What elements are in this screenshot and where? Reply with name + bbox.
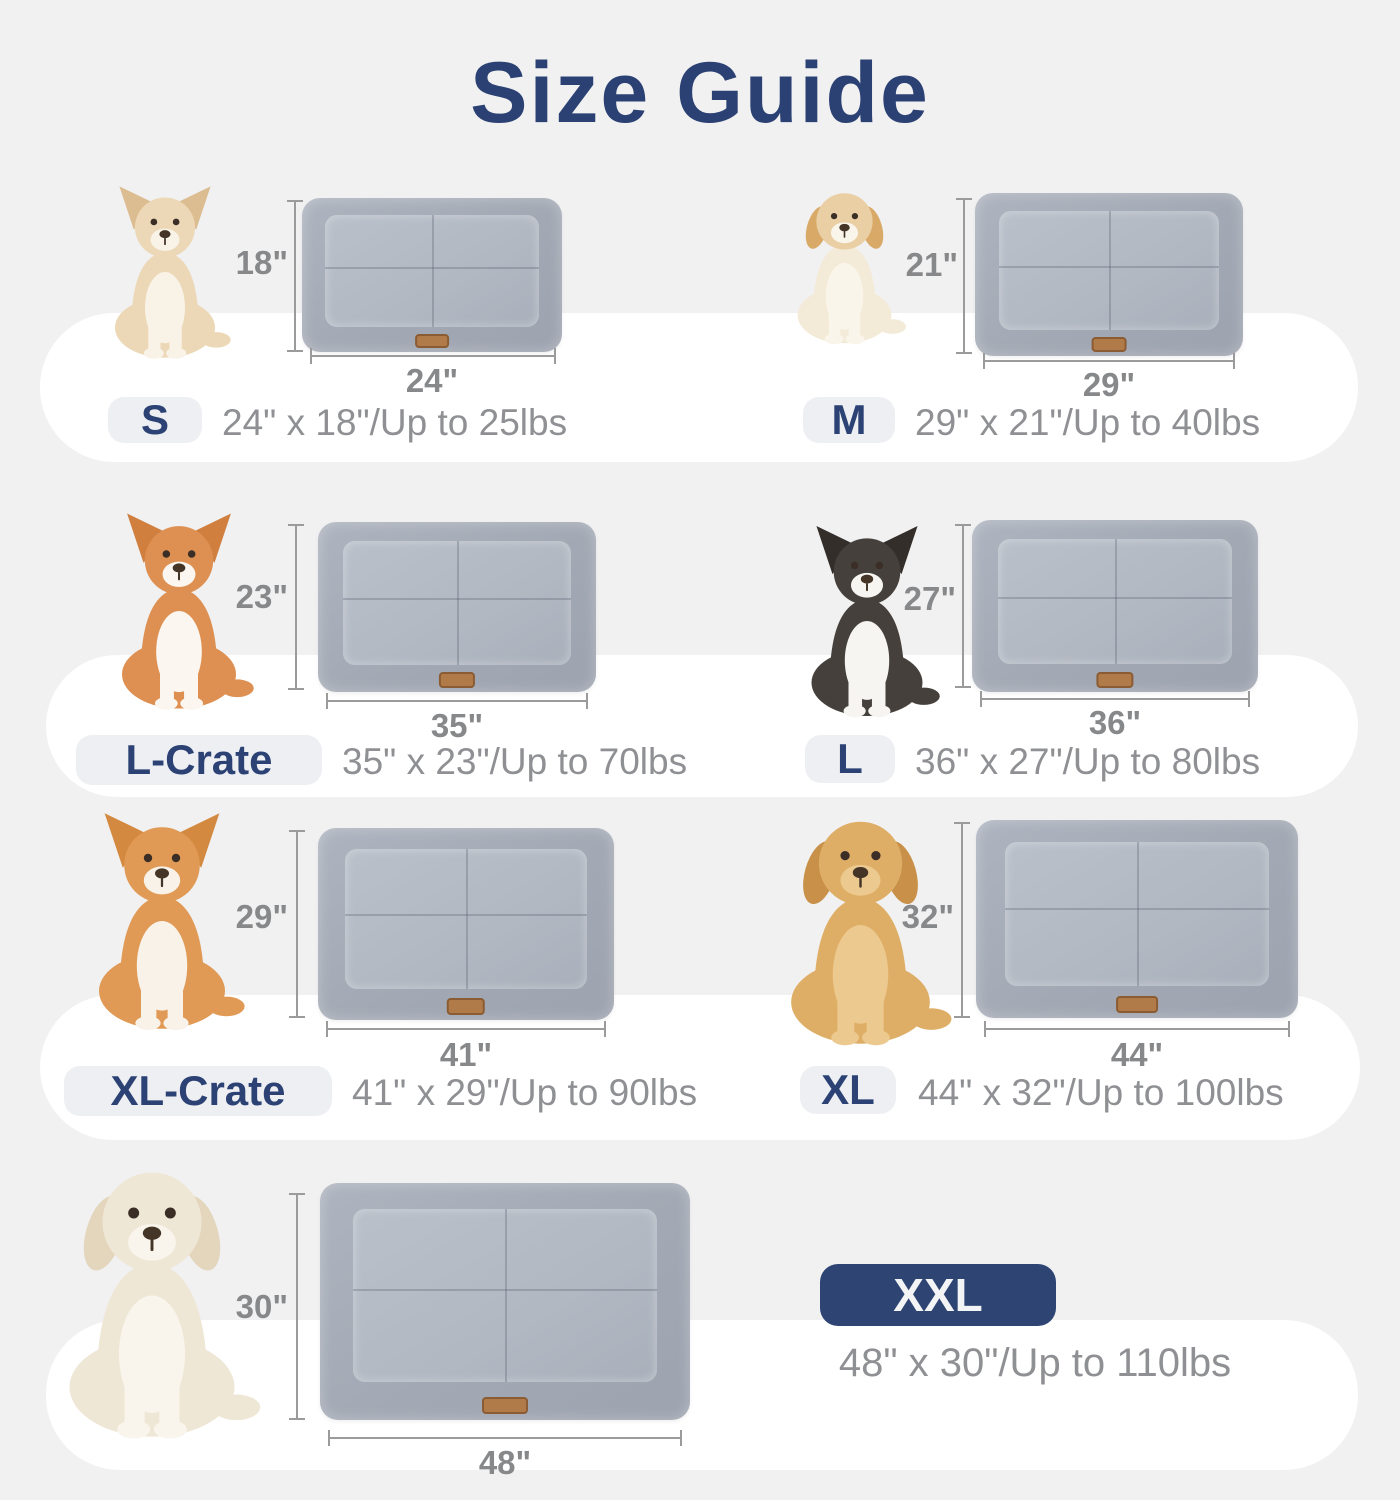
dog-photo-white-labrador: [42, 1143, 262, 1448]
mat-quilted-center: [344, 849, 588, 990]
row-background-band: [46, 1320, 1358, 1470]
mat-seam: [1115, 538, 1117, 665]
size-badge-l: L: [805, 735, 895, 783]
size-badge-m: M: [803, 396, 895, 443]
brand-tag: [482, 1397, 528, 1415]
mat-width-label: 24": [405, 362, 459, 399]
brand-tag: [415, 334, 449, 349]
mat-height-label: 21": [905, 246, 958, 283]
size-badge-xl-crate: XL-Crate: [64, 1066, 332, 1116]
mat-seam: [457, 540, 459, 665]
mat-quilted-center: [999, 210, 1219, 330]
mat-seam: [344, 913, 588, 916]
mat-seam: [1109, 210, 1111, 330]
width-dimension-line: [980, 691, 1250, 707]
mat-seam: [997, 596, 1233, 599]
mat-height-label: 23": [235, 578, 288, 615]
mat-seam: [353, 1288, 657, 1291]
mat-seam: [325, 266, 539, 269]
mat-seam: [1004, 908, 1270, 911]
height-dimension-line: [288, 524, 304, 690]
height-dimension-line: [956, 198, 972, 354]
size-spec-l-crate: 35" x 23"/Up to 70lbs: [342, 741, 688, 782]
height-dimension-line: [289, 830, 305, 1018]
height-dimension-line: [287, 200, 303, 352]
crate-mat-image: [318, 828, 614, 1020]
mat-quilted-center: [343, 540, 571, 665]
page-title: Size Guide: [470, 45, 930, 141]
dog-photo-corgi: [103, 478, 255, 744]
crate-mat-image: [302, 198, 562, 352]
mat-width-label: 41": [439, 1036, 493, 1073]
height-dimension-line: [955, 524, 971, 688]
mat-quilted-center: [1004, 841, 1270, 987]
mat-quilted-center: [325, 214, 539, 328]
width-dimension-line: [983, 353, 1235, 369]
width-dimension-line: [984, 1021, 1290, 1037]
size-spec-l: 36" x 27"/Up to 80lbs: [915, 741, 1261, 782]
mat-width-label: 44": [1110, 1036, 1164, 1073]
mat-width-label: 35": [430, 707, 484, 744]
mat-height-label: 29": [235, 898, 288, 935]
width-dimension-line: [326, 1021, 606, 1037]
brand-tag: [1096, 672, 1134, 688]
brand-tag: [446, 998, 486, 1016]
size-spec-xxl: 48" x 30"/Up to 110lbs: [838, 1341, 1232, 1385]
mat-height-label: 30": [235, 1288, 288, 1325]
mat-quilted-center: [353, 1209, 657, 1383]
width-dimension-line: [310, 348, 556, 364]
mat-quilted-center: [997, 538, 1233, 665]
crate-mat-image: [976, 820, 1298, 1018]
crate-mat-image: [972, 520, 1258, 692]
dog-photo-maltese: [782, 165, 907, 361]
mat-height-label: 18": [235, 244, 288, 281]
size-spec-s: 24" x 18"/Up to 25lbs: [222, 402, 568, 443]
mat-height-label: 32": [901, 898, 954, 935]
height-dimension-line: [289, 1193, 305, 1420]
mat-seam: [505, 1209, 507, 1383]
size-spec-xl: 44" x 32"/Up to 100lbs: [918, 1072, 1284, 1113]
mat-seam: [343, 597, 571, 600]
size-badge-s: S: [108, 396, 202, 443]
crate-mat-image: [320, 1183, 690, 1420]
size-spec-xl-crate: 41" x 29"/Up to 90lbs: [352, 1072, 698, 1113]
height-dimension-line: [954, 822, 970, 1018]
brand-tag: [1116, 996, 1158, 1014]
mat-width-label: 29": [1082, 366, 1136, 403]
mat-seam: [1137, 841, 1139, 987]
mat-seam: [432, 214, 434, 328]
size-badge-xl: XL: [800, 1066, 896, 1114]
mat-width-label: 48": [478, 1444, 532, 1481]
dog-photo-golden-retriever: [768, 792, 953, 1058]
dog-photo-chihuahua: [95, 183, 235, 361]
width-dimension-line: [326, 693, 588, 709]
size-spec-m: 29" x 21"/Up to 40lbs: [915, 402, 1261, 443]
dog-photo-shiba-inu: [78, 788, 246, 1054]
brand-tag: [438, 672, 476, 688]
dog-photo-border-collie: [793, 498, 941, 744]
mat-seam: [999, 265, 1219, 268]
mat-seam: [466, 849, 468, 990]
mat-height-label: 27": [903, 580, 956, 617]
brand-tag: [1091, 337, 1127, 352]
width-dimension-line: [328, 1430, 682, 1446]
crate-mat-image: [975, 193, 1243, 356]
mat-width-label: 36": [1088, 704, 1142, 741]
size-badge-l-crate: L-Crate: [76, 735, 322, 785]
size-badge-xxl: XXL: [820, 1264, 1056, 1326]
crate-mat-image: [318, 522, 596, 692]
